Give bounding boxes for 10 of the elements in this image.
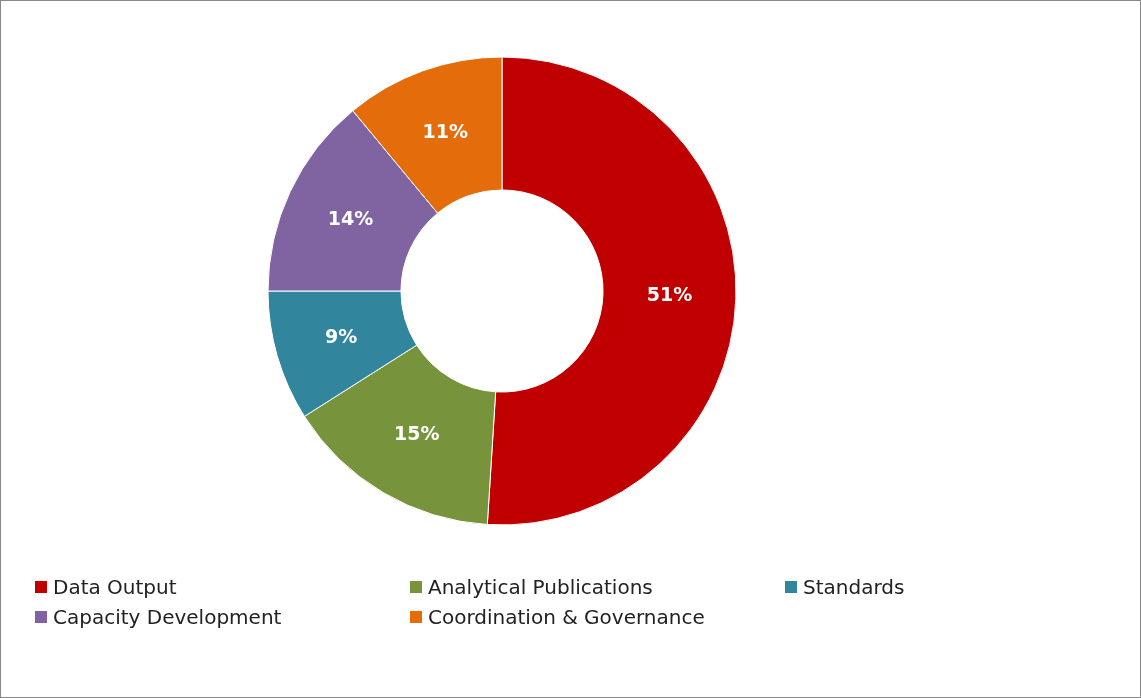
legend-label: Standards <box>803 575 905 599</box>
data-label: 15% <box>393 422 440 445</box>
data-label: 11% <box>422 120 468 143</box>
legend-label: Analytical Publications <box>428 575 653 599</box>
legend-label: Coordination & Governance <box>428 605 705 629</box>
legend-label: Data Output <box>53 575 177 599</box>
data-label: 14% <box>327 206 374 229</box>
data-label: 51% <box>646 283 693 306</box>
data-label: 9% <box>325 324 358 347</box>
legend-label: Capacity Development <box>53 605 282 629</box>
